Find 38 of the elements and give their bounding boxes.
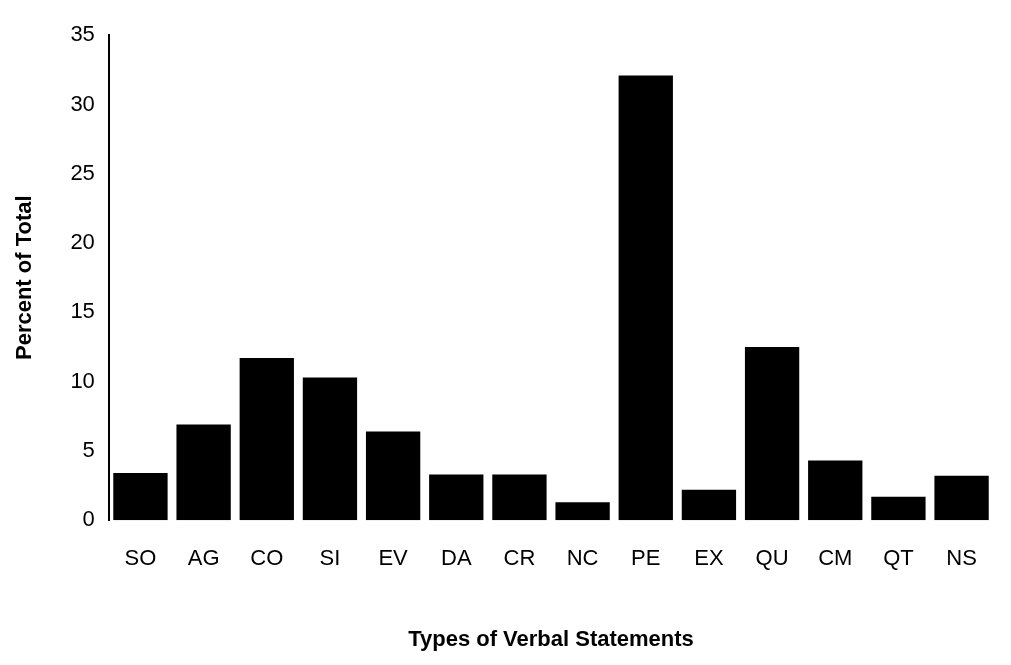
bar (176, 424, 231, 521)
x-tick-label: DA (440, 545, 472, 571)
bar (555, 502, 610, 521)
bar (492, 474, 547, 521)
bar (934, 475, 989, 521)
x-tick-label: QT (883, 545, 914, 571)
x-tick-label: CO (250, 545, 284, 571)
x-axis-title: Types of Verbal Statements (408, 625, 694, 651)
x-tick-label: CM (818, 545, 853, 571)
bar (808, 460, 863, 521)
y-tick-label: 30 (70, 90, 95, 116)
y-tick-label: 25 (70, 159, 95, 185)
y-tick-label: 5 (82, 436, 95, 462)
x-tick-label: AG (187, 545, 220, 571)
x-tick-label: QU (755, 545, 789, 571)
y-tick-label: 20 (70, 229, 95, 255)
bar (871, 496, 926, 521)
x-tick-label: SO (124, 545, 157, 571)
x-tick-label: NC (566, 545, 599, 571)
y-tick-label: 10 (70, 367, 95, 393)
bar (618, 75, 673, 521)
bar (365, 431, 421, 521)
bar (302, 377, 358, 521)
bar (681, 489, 737, 521)
x-tick-label: NS (946, 545, 977, 571)
y-tick-label: 0 (82, 506, 95, 532)
bar (429, 474, 484, 521)
x-tick-label: CR (503, 545, 536, 571)
bar (239, 358, 294, 521)
bar (744, 346, 800, 521)
x-tick-label: SI (319, 545, 341, 571)
bar (113, 473, 168, 521)
y-tick-label: 15 (70, 298, 95, 324)
y-tick-label: 35 (70, 21, 95, 47)
y-axis-title: Percent of Total (11, 195, 37, 361)
x-tick-label: EX (694, 545, 724, 571)
x-tick-label: PE (631, 545, 661, 571)
x-tick-label: EV (378, 545, 409, 571)
